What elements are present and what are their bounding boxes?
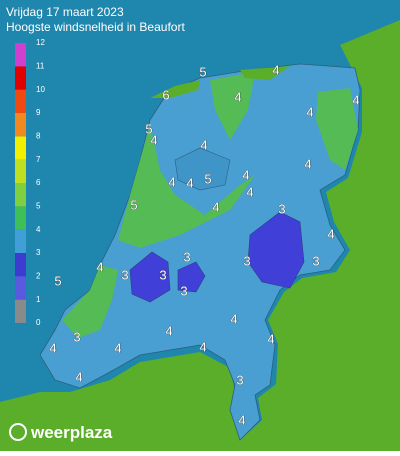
wind-label: 4: [304, 156, 311, 171]
map-subtitle: Hoogste windsnelheid in Beaufort: [6, 20, 185, 34]
wind-5-area: [118, 125, 255, 248]
wind-label: 4: [75, 369, 82, 384]
wind-label: 3: [121, 267, 128, 282]
neighbour-land: [0, 20, 400, 451]
legend-swatch: [15, 113, 26, 137]
wind-label: 4: [272, 62, 279, 77]
wind-3-area: [129, 251, 171, 303]
logo-text: weerplaza: [30, 423, 113, 442]
wind-label: 4: [200, 137, 207, 152]
wind-label: 3: [278, 201, 285, 216]
wind-label: 4: [186, 175, 193, 190]
wind-label: 4: [165, 323, 172, 338]
wind-label: 3: [180, 283, 187, 298]
wind-label: 6: [162, 87, 169, 102]
wind-5-area: [62, 265, 118, 338]
legend-label: 9: [36, 108, 41, 117]
wind-3-area: [247, 211, 305, 289]
islands: [150, 66, 290, 98]
legend-label: 2: [36, 271, 41, 280]
legend-label: 10: [36, 85, 45, 94]
legend-swatch: [15, 253, 26, 277]
wind-5-area: [316, 88, 358, 170]
wind-label: 4: [242, 167, 249, 182]
wind-label: 5: [199, 64, 206, 79]
wind-label: 4: [150, 132, 157, 147]
legend-swatch: [15, 89, 26, 113]
wind-label: 5: [130, 197, 137, 212]
logo: weerplaza: [9, 423, 113, 442]
legend-swatch: [15, 43, 26, 67]
legend-label: 3: [36, 248, 41, 257]
wind-label: 3: [183, 249, 190, 264]
legend-swatch: [15, 159, 26, 183]
wind-label: 4: [327, 226, 334, 241]
legend-swatch: [15, 276, 26, 300]
legend-label: 0: [36, 318, 41, 327]
logo-icon: [9, 423, 27, 441]
wind-label: 3: [312, 253, 319, 268]
legend-swatch: [15, 183, 26, 207]
legend-label: 12: [36, 38, 45, 47]
legend-label: 8: [36, 131, 41, 140]
legend-label: 11: [36, 61, 45, 70]
wind-label: 4: [212, 199, 219, 214]
wind-label: 5: [204, 171, 211, 186]
wind-label: 4: [238, 412, 245, 427]
netherlands: [39, 63, 361, 441]
wind-5-area: [210, 72, 255, 140]
legend-label: 6: [36, 178, 41, 187]
wind-label: 4: [49, 340, 56, 355]
wind-label: 4: [230, 311, 237, 326]
legend-swatch: [15, 206, 26, 230]
wind-label: 4: [199, 339, 206, 354]
legend-swatch: [15, 229, 26, 253]
legend-label: 7: [36, 155, 41, 164]
wind-label: 4: [267, 331, 274, 346]
wind-label: 4: [96, 259, 103, 274]
wind-3-area: [177, 261, 206, 293]
legend-label: 5: [36, 201, 41, 210]
wind-label: 4: [306, 104, 313, 119]
wind-label: 5: [145, 121, 152, 136]
legend-swatch: [15, 299, 26, 323]
legend-swatch: [15, 136, 26, 160]
legend-swatch: [15, 66, 26, 90]
wind-label: 3: [73, 329, 80, 344]
wind-label: 4: [114, 340, 121, 355]
legend-label: 4: [36, 225, 41, 234]
wind-label: 4: [352, 92, 359, 107]
wind-label: 3: [236, 372, 243, 387]
wind-label: 4: [168, 174, 175, 189]
wind-label: 4: [246, 184, 253, 199]
wind-label: 3: [243, 253, 250, 268]
wind-label: 4: [234, 89, 241, 104]
legend-label: 1: [36, 295, 41, 304]
wind-label: 3: [159, 267, 166, 282]
ijsselmeer: [174, 147, 231, 191]
map-title: Vrijdag 17 maart 2023: [6, 5, 124, 19]
wind-label: 5: [54, 273, 61, 288]
